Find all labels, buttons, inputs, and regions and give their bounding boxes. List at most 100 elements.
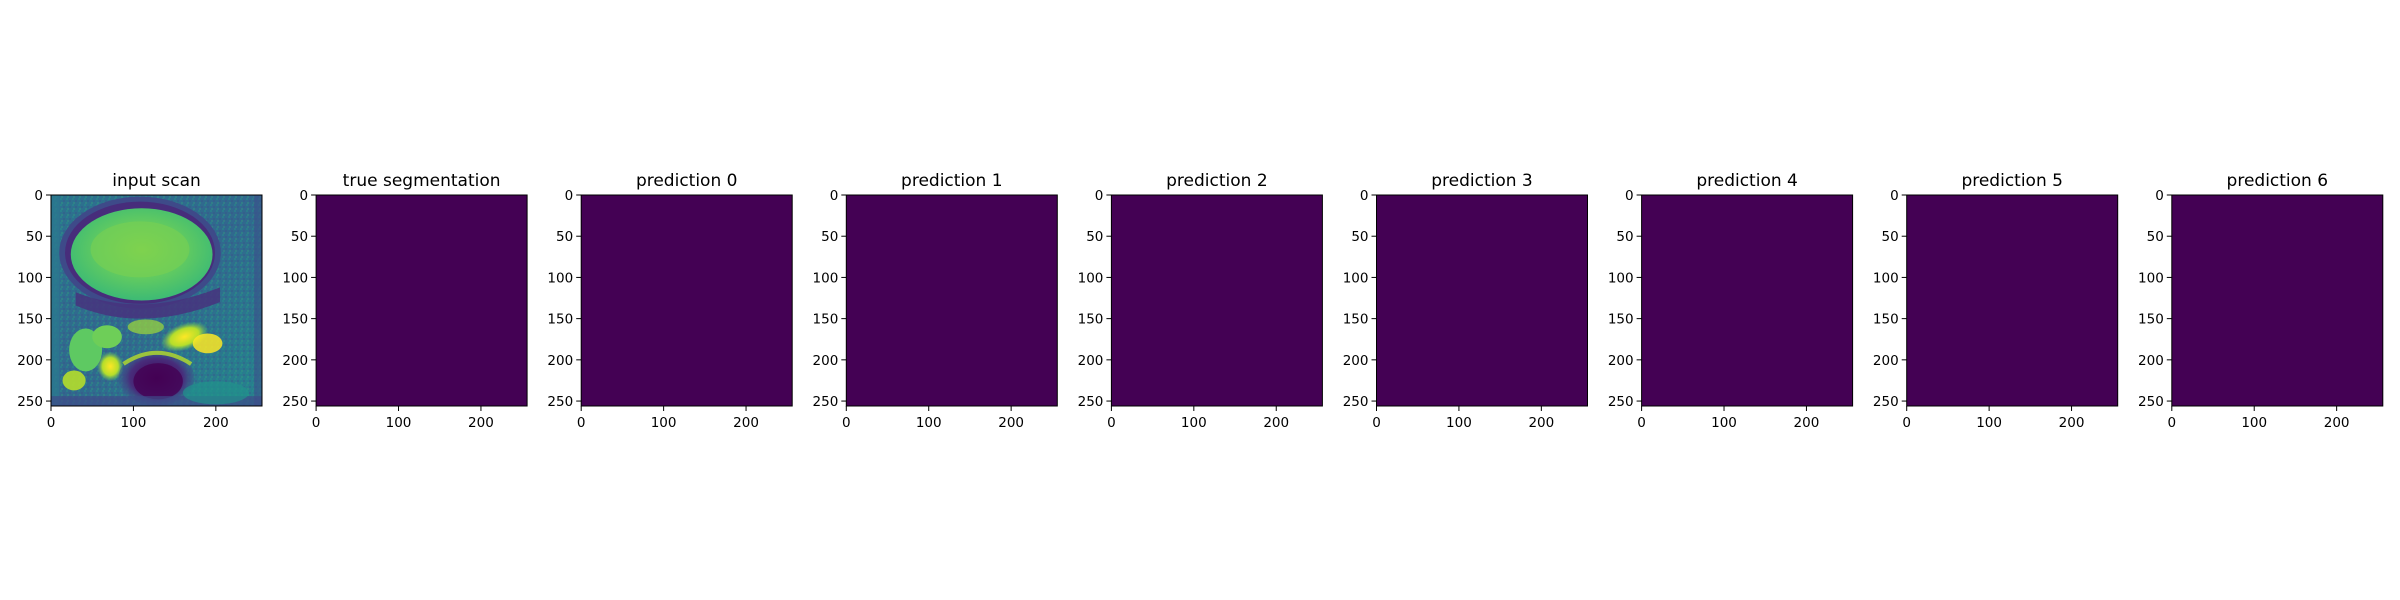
panel-title: prediction 4: [1696, 171, 1798, 191]
panel-1: true segmentation 0 100 200 0 50 100 150 200 250: [282, 171, 528, 431]
x-tick-label: 100: [2241, 415, 2267, 431]
x-tick-label: 100: [1181, 415, 1207, 431]
scan-image: [51, 195, 262, 406]
x-tick-label: 0: [842, 415, 851, 431]
y-tick-label: 0: [1095, 188, 1104, 204]
x-tick-label: 0: [312, 415, 321, 431]
y-tick-label: 0: [300, 188, 309, 204]
x-tick-label: 100: [916, 415, 942, 431]
mask-image: [2171, 195, 2383, 406]
x-tick-label: 200: [2324, 415, 2350, 431]
axes-frame: [845, 194, 1058, 407]
x-tick-label: 0: [1637, 415, 1646, 431]
y-tick-label: 250: [1873, 394, 1899, 410]
y-tick-label: 200: [1873, 353, 1899, 369]
x-tick-label: 0: [577, 415, 586, 431]
mask-image: [316, 195, 528, 406]
panel-title: true segmentation: [343, 171, 501, 191]
y-tick-label: 200: [1608, 353, 1634, 369]
y-tick-label: 250: [1343, 394, 1369, 410]
y-tick-label: 100: [282, 270, 308, 286]
panel-title: prediction 0: [636, 171, 738, 191]
y-tick-label: 50: [556, 229, 573, 245]
y-tick-label: 100: [1873, 270, 1899, 286]
panel-8: prediction 6 0 100 200 0 50 100 150 200 250: [2138, 171, 2384, 431]
y-tick-label: 100: [2138, 270, 2164, 286]
panel-title: prediction 6: [2227, 171, 2329, 191]
y-tick-label: 0: [1360, 188, 1369, 204]
y-tick-label: 250: [547, 394, 573, 410]
y-tick-label: 250: [1078, 394, 1104, 410]
y-tick-label: 250: [1608, 394, 1634, 410]
y-tick-label: 200: [1343, 353, 1369, 369]
y-tick-label: 100: [1078, 270, 1104, 286]
panel-title: prediction 5: [1961, 171, 2063, 191]
y-tick-label: 150: [813, 312, 839, 328]
x-tick-label: 200: [203, 415, 229, 431]
panel-title: input scan: [112, 171, 201, 191]
panel-5: prediction 3 0 100 200 0 50 100 150 200 250: [1343, 171, 1588, 431]
y-tick-label: 0: [2155, 188, 2164, 204]
axes-frame: [50, 194, 263, 407]
mask-image: [1641, 195, 1853, 406]
y-tick-label: 50: [26, 229, 43, 245]
x-tick-label: 0: [2168, 415, 2177, 431]
y-tick-label: 150: [1873, 312, 1899, 328]
x-tick-label: 100: [1446, 415, 1472, 431]
x-tick-label: 100: [651, 415, 677, 431]
x-tick-label: 100: [1976, 415, 2002, 431]
panel-title: prediction 2: [1166, 171, 1268, 191]
y-tick-label: 200: [2138, 353, 2164, 369]
axes-frame: [1376, 194, 1588, 407]
panel-2: prediction 0 0 100 200 0 50 100 150 200 250: [547, 171, 793, 431]
y-tick-label: 200: [1078, 353, 1104, 369]
axes-frame: [1641, 194, 1854, 407]
y-tick-label: 100: [1608, 270, 1634, 286]
x-tick-label: 200: [1263, 415, 1289, 431]
panel-6: prediction 4 0 100 200 0 50 100 150 200 250: [1608, 171, 1854, 431]
y-tick-label: 200: [17, 353, 43, 369]
y-tick-label: 50: [1616, 229, 1633, 245]
y-tick-label: 150: [547, 312, 573, 328]
mask-image: [1111, 195, 1323, 406]
y-tick-label: 100: [813, 270, 839, 286]
x-tick-label: 200: [733, 415, 759, 431]
y-tick-label: 50: [821, 229, 838, 245]
y-tick-label: 150: [1343, 312, 1369, 328]
x-tick-label: 100: [121, 415, 147, 431]
x-tick-label: 100: [386, 415, 412, 431]
y-tick-label: 150: [1608, 312, 1634, 328]
y-tick-label: 100: [1343, 270, 1369, 286]
y-tick-label: 0: [565, 188, 574, 204]
y-tick-label: 0: [34, 188, 43, 204]
mask-image: [1906, 195, 2118, 406]
y-tick-label: 50: [1882, 229, 1899, 245]
axes-frame: [1906, 194, 2119, 407]
x-tick-label: 200: [1794, 415, 1820, 431]
x-tick-label: 100: [1711, 415, 1737, 431]
y-tick-label: 50: [2147, 229, 2164, 245]
x-tick-label: 200: [2059, 415, 2085, 431]
axes-frame: [580, 194, 793, 407]
y-tick-label: 200: [547, 353, 573, 369]
mask-image: [581, 195, 793, 406]
x-tick-label: 0: [47, 415, 56, 431]
x-tick-label: 0: [1372, 415, 1381, 431]
y-tick-label: 150: [2138, 312, 2164, 328]
y-tick-label: 0: [1625, 188, 1634, 204]
y-tick-label: 150: [282, 312, 308, 328]
x-tick-label: 200: [468, 415, 494, 431]
axes-frame: [315, 194, 528, 407]
y-tick-label: 100: [17, 270, 43, 286]
y-tick-label: 50: [1086, 229, 1103, 245]
axes-frame: [1110, 194, 1323, 407]
y-tick-label: 0: [830, 188, 839, 204]
mask-image: [846, 195, 1058, 406]
y-tick-label: 250: [282, 394, 308, 410]
panel-0: input scan 0 100 200 0 50 100 150 200 250: [17, 171, 263, 431]
y-tick-label: 250: [813, 394, 839, 410]
y-tick-label: 100: [547, 270, 573, 286]
panel-7: prediction 5 0 100 200 0 50 100 150 200 250: [1873, 171, 2119, 431]
x-tick-label: 0: [1902, 415, 1911, 431]
